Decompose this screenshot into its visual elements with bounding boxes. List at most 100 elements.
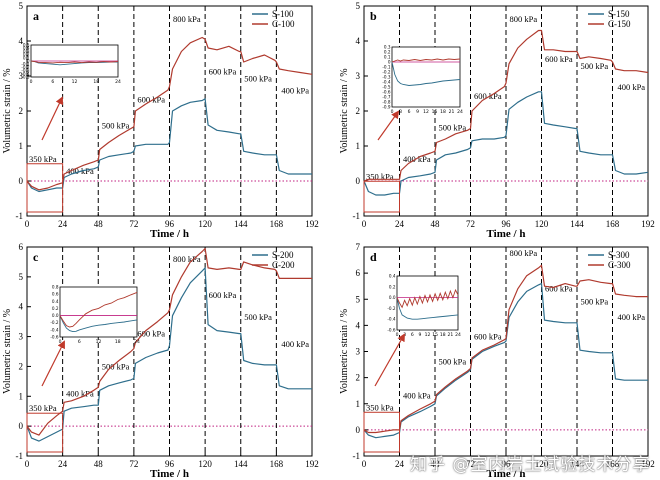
inset-frame — [59, 286, 138, 338]
y-tick-label: 1 — [19, 141, 24, 151]
x-tick-label: 72 — [129, 219, 138, 229]
inset-x-tick-label: 0 — [59, 339, 62, 345]
inset-x-tick-label: 6 — [408, 109, 411, 115]
inset-x-tick-label: 6 — [78, 339, 81, 345]
inset-series-c-200 — [59, 291, 138, 328]
x-axis-title: Time / h — [487, 228, 526, 240]
zoom-box — [363, 411, 400, 453]
x-tick-label: 168 — [606, 459, 620, 469]
legend-label: C-100 — [272, 19, 295, 29]
y-tick-label: -1 — [16, 211, 24, 221]
inset-y-tick-label: 0.3 — [384, 45, 391, 50]
x-tick-label: 72 — [466, 219, 475, 229]
inset-x-tick-label: 18 — [93, 79, 99, 85]
x-tick-label: 0 — [362, 459, 367, 469]
inset-x-tick-label: 12 — [72, 79, 78, 85]
x-tick-label: 120 — [198, 459, 212, 469]
inset-x-tick-label: 15 — [432, 332, 438, 338]
y-axis-title: Volumetric strain / % — [2, 309, 13, 394]
y-tick-label: -1 — [353, 451, 361, 461]
inset-y-tick-label: -0.1 — [21, 62, 30, 67]
inset-y-tick-label: -0.5 — [21, 75, 30, 80]
panel-letter: c — [33, 250, 39, 264]
x-tick-label: 120 — [535, 219, 549, 229]
inset-x-tick-label: 9 — [418, 332, 421, 338]
stage-label: 500 kPa — [438, 357, 466, 367]
y-tick-label: 2 — [19, 361, 24, 371]
x-axis-title: Time / h — [487, 468, 526, 480]
y-tick-label: 1 — [356, 399, 361, 409]
stage-label: 500 kPa — [102, 121, 130, 131]
series-line-s-150 — [363, 91, 649, 196]
stage-label: 350 kPa — [366, 171, 394, 181]
inset-frame — [391, 46, 461, 108]
inset-x-tick-label: 18 — [440, 332, 446, 338]
y-tick-label: 3 — [19, 71, 24, 81]
inset-series-s-200 — [59, 315, 138, 333]
inset-y-tick-label: -0.2 — [382, 70, 391, 75]
zoom-box — [363, 180, 400, 213]
stage-label: 600 kPa — [209, 290, 237, 300]
y-tick-label: 2 — [356, 106, 361, 116]
panel-letter: a — [33, 9, 39, 23]
stage-label: 800 kPa — [173, 254, 201, 264]
inset-x-tick-label: 6 — [51, 79, 54, 85]
x-tick-label: 96 — [165, 459, 175, 469]
y-axis-title: Volumetric strain / % — [2, 68, 13, 153]
stage-label: 800 kPa — [173, 14, 201, 24]
stage-label: 350 kPa — [366, 402, 394, 412]
inset-y-tick-label: -0.2 — [387, 306, 396, 311]
inset-y-tick-label: 0.4 — [389, 274, 396, 279]
x-tick-label: 120 — [535, 459, 549, 469]
inset-series-s-300 — [396, 297, 459, 320]
inset-series-c-300 — [396, 288, 459, 309]
zoom-arrow — [374, 333, 405, 387]
inset-y-tick-label: 0.5 — [23, 43, 30, 48]
inset-x-tick-label: 24 — [134, 339, 140, 345]
y-tick-label: 5 — [19, 272, 24, 282]
stage-label: 400 kPa — [403, 391, 431, 401]
series-line-c-100 — [26, 36, 313, 191]
inset-x-tick-label: 3 — [399, 109, 402, 115]
series-line-c-300 — [363, 264, 648, 434]
x-tick-label: 0 — [25, 459, 30, 469]
stage-label: 500 kPa — [244, 73, 272, 83]
x-tick-label: 144 — [570, 459, 584, 469]
inset-x-tick-label: 24 — [115, 79, 121, 85]
x-axis-title: Time / h — [150, 228, 189, 240]
inset-series-s-150 — [391, 61, 461, 86]
x-tick-label: 192 — [641, 219, 655, 229]
inset-series-s-100 — [30, 60, 118, 66]
stage-label: 800 kPa — [509, 248, 537, 258]
inset-y-tick-label: -0.8 — [382, 100, 391, 105]
inset-y-tick-label: -0.4 — [50, 327, 59, 332]
inset-x-tick-label: 0 — [396, 332, 399, 338]
x-tick-label: 72 — [466, 459, 475, 469]
x-tick-label: 120 — [198, 219, 212, 229]
x-tick-label: 96 — [502, 459, 512, 469]
legend-label: S-200 — [272, 250, 294, 260]
x-tick-label: 144 — [234, 459, 248, 469]
inset-y-tick-label: -0.6 — [50, 335, 59, 340]
series-line-c-150 — [363, 29, 649, 182]
y-tick-label: 5 — [356, 1, 361, 11]
zoom-arrow — [377, 110, 400, 141]
inset-chart: 0 6 12 18 24 -0.6 -0.4 -0.2 0.0 0.2 0.4 0.6 0.8 — [50, 285, 140, 346]
inset-y-tick-label: 0.4 — [52, 299, 59, 304]
zoom-arrow — [41, 96, 64, 141]
legend-label: C-200 — [272, 260, 295, 270]
stage-label: 600 kPa — [137, 329, 165, 339]
stage-label: 350 kPa — [29, 154, 57, 164]
x-tick-label: 168 — [270, 219, 284, 229]
x-tick-label: 48 — [431, 459, 441, 469]
series-line-s-100 — [26, 98, 312, 193]
legend-label: S-150 — [608, 9, 630, 19]
x-tick-label: 144 — [234, 219, 248, 229]
inset-y-tick-label: -0.2 — [50, 320, 59, 325]
panel-letter: d — [370, 250, 377, 264]
y-tick-label: 2 — [19, 106, 24, 116]
y-tick-label: 4 — [19, 36, 24, 46]
